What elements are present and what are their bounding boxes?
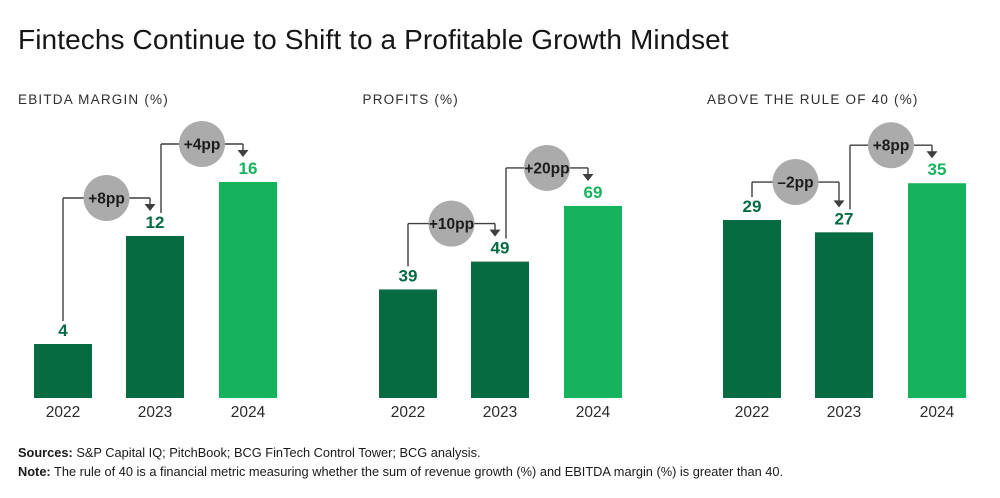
year-label: 2023 [138,404,172,421]
arrowhead-down-icon [926,151,938,159]
bar-value-label: 16 [239,159,258,178]
bar [563,206,622,399]
arrowhead-down-icon [489,229,500,237]
bar-chart-svg-ebitda-margin: +8pp +4pp 4 2022 12 2023 16 2024 [34,121,277,421]
bar-chart-svg-rule-of-40: –2pp +8pp 29 2022 27 2023 35 2024 [723,122,966,421]
bar-value-label: 12 [146,213,165,232]
bar [34,344,92,399]
bar-value-label: 49 [490,239,509,258]
charts-row: EBITDA MARGIN (%) +8pp +4pp 4 2022 12 2023 16 2… [18,92,985,423]
bar [126,236,184,399]
annotation-delta-label: +10pp [428,216,473,233]
bar-value-label: 39 [398,267,417,286]
bar-chart-svg-profits: +10pp +20pp 39 2022 49 2023 69 2024 [378,145,622,421]
year-label: 2022 [735,404,769,421]
chart-title-ebitda-margin: EBITDA MARGIN (%) [18,92,169,108]
bar-value-label: 35 [928,160,947,179]
bar-value-label: 4 [58,321,68,340]
bar [470,261,529,399]
chart-panel-profits: PROFITS (%) +10pp +20pp 39 2022 49 2023 69 2024 [363,92,641,423]
annotation-circle [772,159,819,206]
bar [908,183,966,399]
annotation-delta-label: +8pp [88,191,125,208]
annotation-delta-label: +4pp [184,137,221,154]
bar [815,232,873,399]
annotation-delta-label: –2pp [777,175,813,192]
sources-label: Sources: [18,445,73,461]
annotation-delta-label: +20pp [524,161,569,178]
note-label: Note: [18,464,51,480]
bar [219,182,277,399]
annotation-circle [83,175,130,222]
year-label: 2024 [231,404,266,421]
year-label: 2022 [46,404,80,421]
bar-value-label: 27 [835,210,854,229]
bar-value-label: 69 [583,183,602,202]
chart-panel-rule-of-40: ABOVE THE RULE OF 40 (%) –2pp +8pp 29 2022 2… [707,92,985,423]
arrowhead-down-icon [144,204,156,212]
note-text: The rule of 40 is a financial metric mea… [50,464,784,480]
annotation-delta-label: +8pp [873,138,910,155]
annotation-circle [868,122,914,169]
year-label: 2022 [390,404,424,421]
chart-title-rule-of-40: ABOVE THE RULE OF 40 (%) [707,92,919,108]
page: Fintechs Continue to Shift to a Profitab… [0,24,1000,498]
year-label: 2024 [575,404,610,421]
annotation-circle [428,200,474,247]
annotation-circle [179,121,225,168]
arrowhead-down-icon [833,200,845,208]
sources-text: S&P Capital IQ; PitchBook; BCG FinTech C… [72,445,481,461]
year-label: 2024 [920,404,955,421]
arrowhead-down-icon [582,174,593,182]
year-label: 2023 [827,404,861,421]
chart-title-profits: PROFITS (%) [362,92,459,108]
bar [378,289,437,399]
footer: Sources: S&P Capital IQ; PitchBook; BCG … [18,443,985,481]
annotation-circle [523,145,570,192]
chart-panel-ebitda-margin: EBITDA MARGIN (%) +8pp +4pp 4 2022 12 2023 16 2… [18,92,296,423]
note-line: Note: The rule of 40 is a financial metr… [18,462,985,481]
page-title: Fintechs Continue to Shift to a Profitab… [18,24,729,55]
year-label: 2023 [482,404,516,421]
bar [723,220,781,399]
bar-value-label: 29 [743,197,762,216]
arrowhead-down-icon [237,150,249,158]
sources-line: Sources: S&P Capital IQ; PitchBook; BCG … [18,443,985,462]
